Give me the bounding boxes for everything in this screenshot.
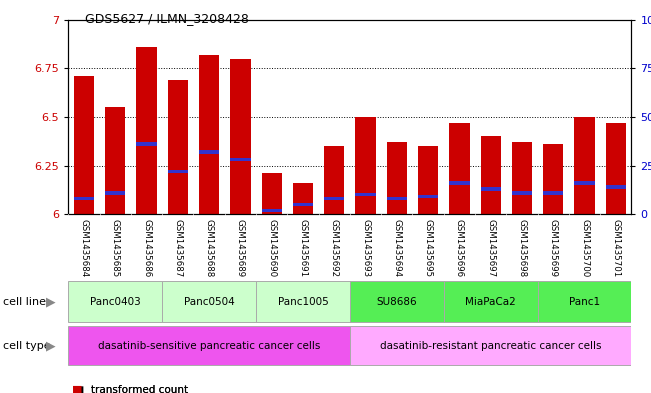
Text: GSM1435700: GSM1435700: [580, 219, 589, 277]
Bar: [574, 117, 595, 214]
Text: GSM1435685: GSM1435685: [111, 219, 120, 277]
Text: GSM1435695: GSM1435695: [424, 219, 433, 277]
Text: GSM1435690: GSM1435690: [267, 219, 276, 277]
Bar: [168, 80, 188, 214]
Bar: [387, 197, 407, 200]
Text: GSM1435694: GSM1435694: [393, 219, 401, 277]
Text: GSM1435696: GSM1435696: [455, 219, 464, 277]
Bar: [324, 197, 344, 200]
Text: GSM1435686: GSM1435686: [142, 219, 151, 277]
Bar: [543, 191, 563, 195]
Text: ■  transformed count: ■ transformed count: [68, 385, 188, 393]
Bar: [293, 203, 313, 206]
Bar: [574, 181, 595, 185]
Text: SU8686: SU8686: [376, 297, 417, 307]
Bar: [105, 191, 126, 195]
Bar: [418, 195, 438, 198]
Bar: [230, 59, 251, 214]
Text: GSM1435691: GSM1435691: [299, 219, 307, 277]
Bar: [444, 281, 538, 322]
Bar: [449, 123, 469, 214]
Text: GSM1435692: GSM1435692: [330, 219, 339, 277]
Text: MiaPaCa2: MiaPaCa2: [465, 297, 516, 307]
Bar: [449, 181, 469, 185]
Bar: [605, 185, 626, 189]
Text: Panc0403: Panc0403: [90, 297, 141, 307]
Bar: [230, 158, 251, 162]
Text: Panc1005: Panc1005: [277, 297, 328, 307]
Bar: [74, 76, 94, 214]
Bar: [105, 107, 126, 214]
Text: ▶: ▶: [46, 295, 55, 308]
Text: dasatinib-resistant pancreatic cancer cells: dasatinib-resistant pancreatic cancer ce…: [380, 341, 602, 351]
Bar: [605, 123, 626, 214]
Text: cell line: cell line: [3, 297, 46, 307]
Text: GSM1435689: GSM1435689: [236, 219, 245, 277]
Bar: [293, 183, 313, 214]
Text: transformed count: transformed count: [91, 385, 188, 393]
Bar: [256, 281, 350, 322]
Bar: [199, 55, 219, 214]
Text: ▶: ▶: [46, 339, 55, 353]
Bar: [68, 281, 162, 322]
Bar: [168, 170, 188, 173]
Bar: [137, 47, 157, 214]
Bar: [543, 144, 563, 214]
Bar: [74, 197, 94, 200]
Text: GDS5627 / ILMN_3208428: GDS5627 / ILMN_3208428: [85, 12, 249, 25]
Bar: [350, 281, 444, 322]
Text: GSM1435688: GSM1435688: [204, 219, 214, 277]
Text: Panc0504: Panc0504: [184, 297, 234, 307]
Text: ■: ■: [72, 385, 82, 393]
Text: GSM1435701: GSM1435701: [611, 219, 620, 277]
Bar: [355, 117, 376, 214]
Bar: [199, 150, 219, 154]
Bar: [512, 191, 532, 195]
Bar: [387, 142, 407, 214]
Text: cell type: cell type: [3, 341, 51, 351]
Text: GSM1435699: GSM1435699: [549, 219, 558, 277]
Bar: [137, 142, 157, 146]
Bar: [512, 142, 532, 214]
Text: GSM1435698: GSM1435698: [518, 219, 527, 277]
Text: Panc1: Panc1: [569, 297, 600, 307]
Text: GSM1435684: GSM1435684: [79, 219, 89, 277]
Bar: [538, 281, 631, 322]
Text: dasatinib-sensitive pancreatic cancer cells: dasatinib-sensitive pancreatic cancer ce…: [98, 341, 320, 351]
Bar: [480, 187, 501, 191]
Bar: [262, 209, 282, 212]
Text: GSM1435687: GSM1435687: [173, 219, 182, 277]
Bar: [418, 146, 438, 214]
Text: GSM1435697: GSM1435697: [486, 219, 495, 277]
Bar: [262, 173, 282, 214]
Bar: [68, 326, 350, 365]
Bar: [324, 146, 344, 214]
Bar: [355, 193, 376, 196]
Bar: [350, 326, 631, 365]
Bar: [480, 136, 501, 214]
Text: GSM1435693: GSM1435693: [361, 219, 370, 277]
Bar: [162, 281, 256, 322]
